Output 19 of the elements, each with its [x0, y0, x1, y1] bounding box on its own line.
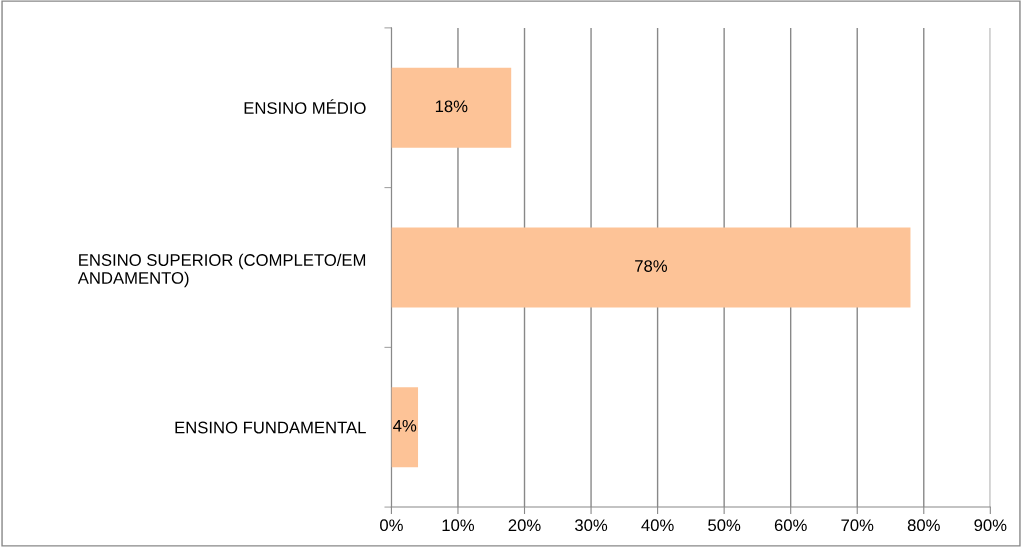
- y-tick-label: ENSINO SUPERIOR (COMPLETO/EM ANDAMENTO): [77, 253, 366, 288]
- data-label: 18%: [435, 100, 468, 113]
- bar: [391, 67, 512, 148]
- y-tick-label: ENSINO FUNDAMENTAL: [175, 421, 366, 434]
- x-tick-label: 0%: [380, 519, 403, 532]
- x-tick-label: 70%: [841, 519, 874, 532]
- x-tick-label: 40%: [641, 519, 674, 532]
- x-tick-label: 80%: [907, 519, 940, 532]
- x-tick-label: 10%: [442, 519, 475, 532]
- x-tick-label: 30%: [575, 519, 608, 532]
- data-label: 78%: [635, 260, 668, 272]
- bar: [391, 227, 911, 308]
- bar: [391, 387, 419, 468]
- data-label: 4%: [393, 419, 417, 432]
- x-tick-label: 60%: [774, 519, 807, 532]
- y-tick-label: ENSINO MÉDIO: [244, 99, 366, 114]
- x-tick-label: 50%: [708, 519, 741, 532]
- x-tick-label: 90%: [974, 519, 1007, 532]
- x-tick-label: 20%: [508, 519, 541, 532]
